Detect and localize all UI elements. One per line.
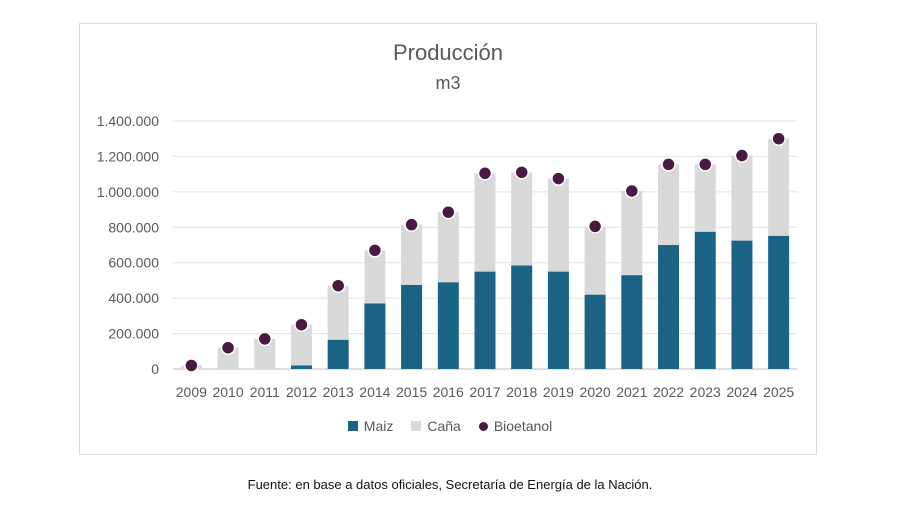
x-tick-label: 2022: [653, 384, 684, 400]
bar-cana: [511, 172, 533, 266]
bar-cana: [621, 190, 643, 276]
bar-cana: [254, 338, 276, 369]
dot-bioetanol: [734, 148, 750, 163]
dot-bioetanol: [477, 166, 493, 181]
bar-maiz: [584, 294, 606, 369]
dot-bioetanol: [624, 183, 640, 199]
dot-bioetanol: [771, 131, 786, 146]
y-tick-label: 1.200.000: [97, 148, 159, 164]
bar-maiz: [694, 231, 716, 369]
source-note: Fuente: en base a datos oficiales, Secre…: [247, 477, 653, 492]
x-tick-label: 2009: [176, 384, 207, 400]
bar-cana: [768, 138, 790, 236]
x-tick-label: 2020: [580, 384, 611, 400]
bar-cana: [584, 226, 606, 295]
dot-bioetanol: [330, 278, 346, 293]
dot-bioetanol: [294, 317, 309, 332]
x-tick-label: 2025: [763, 384, 794, 400]
x-tick-label: 2015: [396, 384, 427, 400]
x-tick-label: 2012: [286, 384, 317, 400]
dot-bioetanol: [184, 358, 199, 373]
bar-cana: [474, 173, 496, 272]
bar-maiz: [290, 365, 312, 369]
legend-label-cana: Caña: [427, 418, 461, 434]
dot-bioetanol: [441, 204, 456, 220]
dot-bioetanol: [551, 171, 566, 186]
legend: Maiz Caña Bioetanol: [0, 418, 900, 434]
bar-cana: [437, 212, 459, 283]
legend-item-cana: Caña: [411, 418, 461, 434]
x-tick-label: 2024: [726, 384, 757, 400]
x-tick-label: 2018: [506, 384, 537, 400]
x-tick-label: 2010: [212, 384, 243, 400]
x-tick-label: 2011: [250, 384, 280, 400]
bar-maiz: [621, 275, 643, 369]
x-tick-label: 2017: [469, 384, 500, 400]
dot-bioetanol: [367, 243, 383, 258]
bar-cana: [547, 178, 569, 272]
dot-bioetanol: [697, 157, 713, 172]
legend-label-bioetanol: Bioetanol: [493, 418, 553, 434]
bar-cana: [401, 224, 423, 285]
bar-maiz: [474, 271, 496, 369]
y-tick-label: 400.000: [108, 290, 159, 306]
dot-bioetanol: [220, 340, 236, 355]
bar-maiz: [768, 235, 790, 369]
bar-cana: [658, 164, 680, 245]
chart-title: Producción: [392, 40, 504, 65]
bar-maiz: [327, 339, 349, 369]
x-tick-label: 2023: [690, 384, 721, 400]
bar-maiz: [437, 282, 459, 369]
legend-item-maiz: Maiz: [347, 418, 394, 434]
chart-subtitle: m3: [435, 73, 461, 93]
x-tick-label: 2014: [359, 384, 390, 400]
dot-bioetanol: [661, 157, 676, 172]
y-tick-label: 800.000: [108, 219, 159, 235]
bar-maiz: [731, 240, 753, 369]
y-tick-label: 600.000: [108, 255, 159, 271]
bar-maiz: [364, 303, 386, 369]
x-tick-label: 2019: [543, 384, 574, 400]
y-tick-label: 1.000.000: [97, 184, 159, 200]
legend-swatch-cana: [411, 421, 422, 431]
y-tick-label: 0: [151, 361, 159, 377]
x-tick-label: 2013: [323, 384, 354, 400]
dot-bioetanol: [514, 165, 529, 180]
x-tick-label: 2021: [616, 384, 647, 400]
bar-cana: [290, 324, 312, 366]
legend-swatch-bioetanol: [478, 421, 488, 431]
dot-bioetanol: [257, 331, 273, 347]
x-tick-label: 2016: [433, 384, 464, 400]
bar-maiz: [658, 245, 680, 369]
dot-bioetanol: [404, 217, 419, 232]
bar-maiz: [401, 284, 423, 369]
bar-cana: [364, 250, 386, 304]
legend-label-maiz: Maiz: [363, 418, 394, 434]
bar-maiz: [511, 265, 533, 369]
y-tick-label: 200.000: [108, 326, 159, 342]
bar-cana: [731, 155, 753, 241]
bar-cana: [327, 285, 349, 340]
bar-cana: [694, 164, 716, 232]
bar-cana: [217, 347, 239, 369]
bar-maiz: [547, 271, 569, 369]
dot-bioetanol: [587, 219, 603, 234]
legend-swatch-maiz: [347, 421, 358, 431]
legend-item-bioetanol: Bioetanol: [478, 418, 553, 434]
y-tick-label: 1.400.000: [97, 113, 159, 129]
